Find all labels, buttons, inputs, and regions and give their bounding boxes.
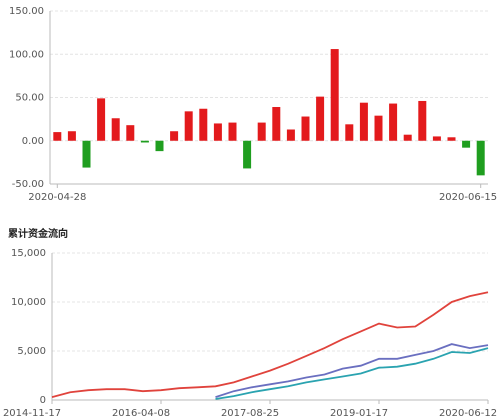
bar xyxy=(447,137,456,141)
bar xyxy=(272,107,281,141)
bar xyxy=(316,96,325,141)
y-tick-label: 0.00 xyxy=(22,136,44,147)
bar xyxy=(184,111,193,141)
x-tick-label: 2020-06-15 xyxy=(439,192,497,203)
bar xyxy=(126,125,135,141)
y-tick-label: 100.00 xyxy=(9,49,44,60)
chart-title: 累计资金流向 xyxy=(8,227,68,240)
bar xyxy=(82,140,91,168)
bar xyxy=(111,118,120,141)
y-tick-label: 5,000 xyxy=(17,346,46,357)
bar xyxy=(330,49,339,141)
bar xyxy=(476,140,485,176)
bar xyxy=(155,140,164,152)
y-tick-label: 15,000 xyxy=(11,248,46,259)
bar xyxy=(97,98,106,141)
y-tick-label: 50.00 xyxy=(15,93,44,104)
bar xyxy=(374,115,383,141)
bar xyxy=(432,136,441,141)
bar xyxy=(228,122,237,141)
x-tick-label: 2020-06-12 xyxy=(439,408,497,419)
x-tick-label: 2017-08-25 xyxy=(221,408,279,419)
bar xyxy=(140,140,149,143)
bar xyxy=(403,134,412,141)
y-tick-label: 10,000 xyxy=(11,297,46,308)
x-tick-label: 2014-11-17 xyxy=(3,408,61,419)
bar xyxy=(462,140,471,148)
bar xyxy=(418,100,427,141)
line-series xyxy=(215,343,489,398)
bar xyxy=(67,131,76,141)
y-tick-label: 150.00 xyxy=(9,6,44,17)
x-tick-label: 2020-04-28 xyxy=(28,192,86,203)
x-tick-label: 2019-01-17 xyxy=(330,408,388,419)
y-tick-label: 0 xyxy=(40,395,46,406)
bar xyxy=(389,103,398,141)
x-tick-label: 2016-04-08 xyxy=(112,408,170,419)
bar xyxy=(301,116,310,141)
bar xyxy=(345,124,354,141)
line-series xyxy=(215,347,489,400)
bar xyxy=(170,131,179,141)
y-tick-label: -50.00 xyxy=(12,179,44,190)
bar xyxy=(243,140,252,169)
line-series xyxy=(51,291,489,398)
bar xyxy=(257,122,266,141)
bar xyxy=(359,102,368,141)
bar xyxy=(53,132,62,141)
bar xyxy=(286,129,295,141)
bar xyxy=(213,123,222,141)
bar xyxy=(199,108,208,141)
